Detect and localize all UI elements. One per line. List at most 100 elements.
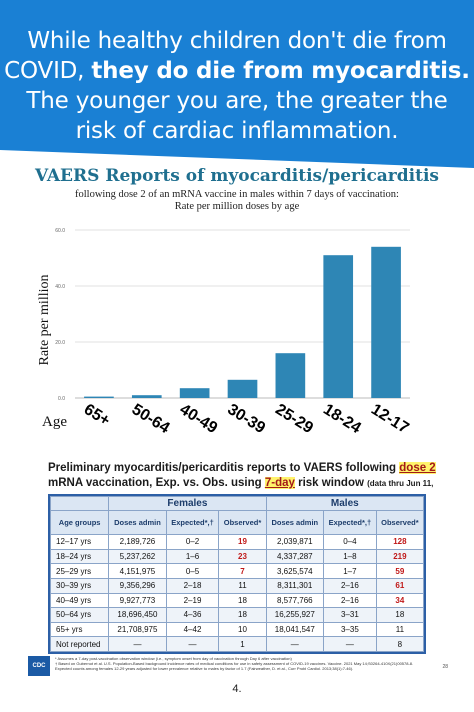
table-cell: 1–7 (322, 563, 377, 579)
table-title-window: 7-day (264, 477, 295, 489)
chart-subtitle-line-1: following dose 2 of an mRNA vaccine in m… (75, 189, 399, 200)
males-header: Males (265, 496, 425, 511)
table-cell: 12–17 yrs (49, 534, 110, 550)
table-cell: 9,356,296 (108, 577, 167, 594)
table-cell: 18,041,547 (265, 621, 324, 638)
footnote-2: † Based on Gubernot et al. U.S. Populati… (55, 661, 414, 671)
table-cell: 18 (218, 607, 267, 623)
column-header: Observed* (218, 510, 267, 535)
table-cell: 18–24 yrs (49, 548, 110, 565)
column-header: Expected*,† (322, 510, 377, 535)
column-headers: Age groups Doses admin Expected*,† Observed… (49, 510, 425, 535)
y-tick-label: 60.0 (55, 228, 65, 234)
table-cell: 21,708,975 (108, 621, 167, 638)
table-cell: 7 (218, 563, 267, 579)
headline-line-1: While healthy children don't die from (27, 28, 447, 54)
table-cell: 2,039,871 (265, 534, 324, 550)
table-cell: 1–8 (322, 548, 377, 565)
table-cell: 2–16 (322, 577, 377, 594)
y-tick-label: 0.0 (58, 396, 65, 402)
table-row: 18–24 yrs 5,237,262 1–6 23 4,337,287 1–8 219 (49, 548, 425, 565)
table-cell: 3,625,574 (265, 563, 324, 579)
cdc-logo: CDC (28, 656, 50, 676)
exp-vs-obs-table: Females Males Age groups Doses admin Expec… (49, 496, 425, 652)
table-cell: 3–31 (322, 607, 377, 623)
chart-subtitle-line-2: Rate per million doses by age (174, 201, 300, 212)
table-cell: 61 (375, 577, 425, 594)
bar (371, 246, 401, 398)
y-axis-label: Rate per million (37, 275, 52, 366)
x-tick-label: 25-29 (272, 401, 316, 437)
table-cell: 2,189,726 (108, 534, 167, 550)
table-cell: — (322, 636, 377, 652)
table-cell: 128 (375, 534, 425, 550)
bar (131, 395, 162, 398)
bar (275, 353, 306, 398)
table-cell: 0–2 (165, 534, 220, 550)
x-tick-label: 12-17 (368, 401, 412, 437)
table-body: 12–17 yrs 2,189,726 0–2 19 2,039,871 0–4 128 18… (49, 534, 425, 652)
table-cell: 219 (375, 548, 425, 565)
slide-number: 4. (232, 683, 242, 695)
table-cell: 16,255,927 (265, 607, 324, 623)
table-cell: 40–49 yrs (49, 592, 110, 609)
x-tick-label: 50-64 (129, 401, 173, 437)
table-cell: — (265, 636, 324, 652)
table-cell: 9,927,773 (108, 592, 167, 609)
footnote-1: * Assumes a 7-day post-vaccination obser… (55, 656, 292, 661)
table-cell: 23 (218, 548, 267, 565)
table-cell: 2–18 (165, 577, 220, 594)
data-table-frame: Females Males Age groups Doses admin Expec… (48, 494, 426, 654)
x-tick-label: 40-49 (177, 401, 221, 437)
table-cell: 5,237,262 (108, 548, 167, 565)
table-cell: 3–35 (322, 621, 377, 638)
table-row: 30–39 yrs 9,356,296 2–18 11 8,311,301 2–16 61 (49, 577, 425, 594)
table-row: 40–49 yrs 9,927,773 2–19 18 8,577,766 2–16 34 (49, 592, 425, 609)
table-row: Not reported — —1— —8 (49, 636, 425, 652)
table-row: 12–17 yrs 2,189,726 0–2 19 2,039,871 0–4 128 (49, 534, 425, 550)
headline-line-2-start: COVID, (4, 58, 92, 84)
table-row: 65+ yrs 21,708,975 4–42 10 18,041,547 3–35 11 (49, 621, 425, 638)
table-title-dose: dose 2 (399, 462, 436, 474)
table-cell: 18,696,450 (108, 607, 167, 623)
table-cell: 4,337,287 (265, 548, 324, 565)
table-cell: 25–29 yrs (49, 563, 110, 579)
table-cell: 18 (218, 592, 267, 609)
table-cell: Not reported (49, 636, 110, 652)
x-axis-label: Age (42, 414, 67, 430)
table-corner (49, 496, 110, 511)
x-tick-label: 18-24 (320, 401, 364, 437)
x-tick-label: 30-39 (224, 401, 268, 437)
bar (84, 396, 114, 398)
table-cell: 2–16 (322, 592, 377, 609)
chart-title: VAERS Reports of myocarditis/pericarditi… (34, 166, 439, 186)
table-cell: 8 (375, 636, 425, 652)
headline-line-2-bold: they do die from myocarditis. (91, 58, 470, 84)
y-tick-label: 20.0 (55, 340, 65, 346)
table-title-start: Preliminary myocarditis/pericarditis rep… (48, 462, 400, 474)
column-header: Doses admin (108, 510, 167, 535)
table-cell: 8,311,301 (265, 577, 324, 594)
column-header: Doses admin (265, 510, 324, 535)
table-cell: 30–39 yrs (49, 577, 110, 594)
table-title: Preliminary myocarditis/pericarditis rep… (48, 461, 448, 506)
table-cell: — (165, 636, 220, 652)
bar (227, 379, 258, 398)
table-cell: 19 (218, 534, 267, 550)
table-cell: 4–36 (165, 607, 220, 623)
table-cell: 11 (375, 621, 425, 638)
column-header: Observed* (375, 510, 425, 535)
y-tick-label: 40.0 (55, 284, 65, 290)
table-cell: 2–19 (165, 592, 220, 609)
females-header: Females (108, 496, 267, 511)
table-cell: 50–64 yrs (49, 607, 110, 623)
banner-background (0, 0, 474, 168)
headline-banner: While healthy children don't die from CO… (0, 0, 474, 168)
column-header: Expected*,† (165, 510, 220, 535)
column-header: Age groups (49, 510, 110, 535)
table-cell: 4,151,975 (108, 563, 167, 579)
footer: CDC * Assumes a 7-day post-vaccination o… (28, 656, 448, 680)
table-cell: 65+ yrs (49, 621, 110, 638)
bar-chart: 0.0 20.0 40.0 60.0 Rate per million Age 65+ 50-… (37, 228, 412, 437)
headline-line-3: The younger you are, the greater the (26, 88, 448, 114)
